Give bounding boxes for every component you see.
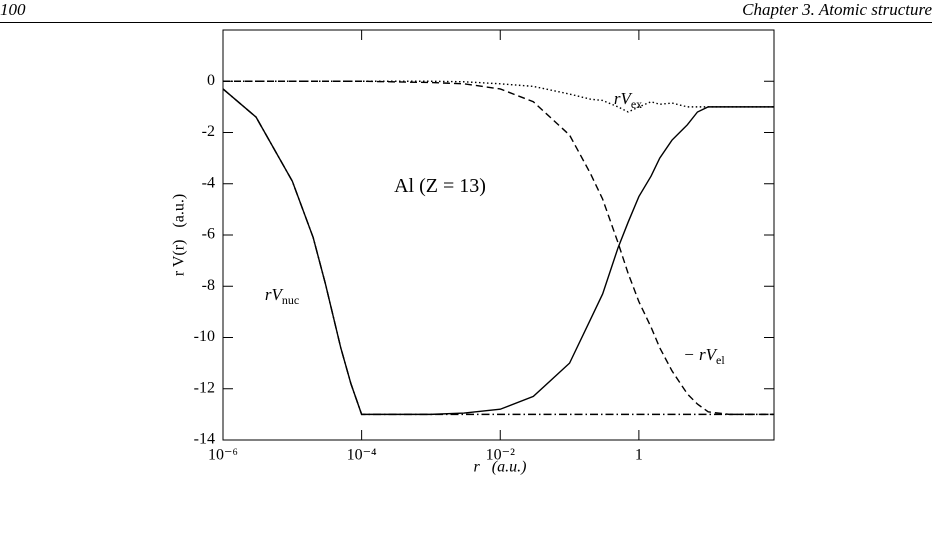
chapter-title: Chapter 3. Atomic structure xyxy=(742,0,932,19)
y-tick-label: -14 xyxy=(194,431,215,448)
annotation-text: rV xyxy=(614,89,634,108)
y-tick-label: -12 xyxy=(194,379,215,396)
y-tick-label: -10 xyxy=(194,328,215,345)
line-series xyxy=(222,88,774,416)
x-axis-label: r (a.u.) xyxy=(474,459,527,476)
annotation: − rVel xyxy=(683,345,725,367)
y-tick-label: -6 xyxy=(202,226,215,243)
annotation: rVnuc xyxy=(265,285,299,307)
y-axis-label: r V(r) (a.u.) xyxy=(171,194,188,276)
annotation-text: rV xyxy=(265,285,285,304)
page-number: 100 xyxy=(0,0,26,19)
x-tick-label: 1 xyxy=(635,447,643,464)
x-tick-label: 10⁻⁶ xyxy=(208,447,238,464)
annotation-text: − rV xyxy=(683,345,718,364)
line-series xyxy=(222,88,774,416)
annotation-text: Al (Z = 13) xyxy=(394,175,486,197)
header-rule xyxy=(0,22,932,23)
plot-frame xyxy=(222,29,775,441)
annotation-subscript: nuc xyxy=(282,293,299,307)
annotation-subscript: ex xyxy=(631,97,642,111)
annotation: Al (Z = 13) xyxy=(394,175,486,197)
y-tick-label: 0 xyxy=(207,72,215,89)
x-tick-label: 10⁻² xyxy=(486,447,515,464)
annotation: rVex xyxy=(614,89,642,111)
line-series xyxy=(223,80,774,416)
x-tick-label: 10⁻⁴ xyxy=(347,447,377,464)
y-tick-label: -4 xyxy=(202,174,215,191)
y-tick-label: -2 xyxy=(202,123,215,140)
annotation-subscript: el xyxy=(716,353,725,367)
y-tick-label: -8 xyxy=(202,277,215,294)
line-series xyxy=(223,80,774,113)
